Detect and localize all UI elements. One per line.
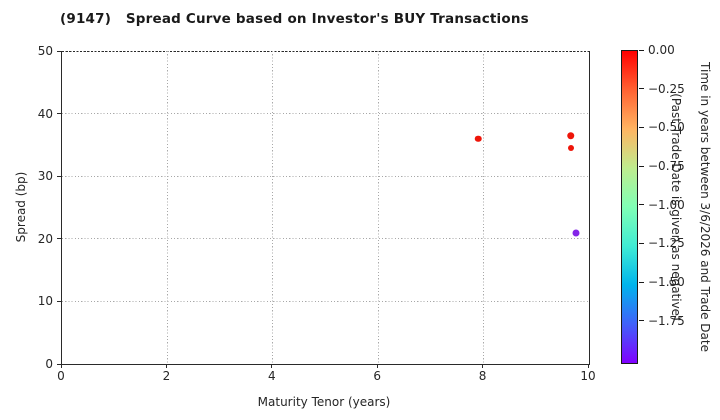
colorbar [621, 50, 638, 364]
y-tick [57, 300, 61, 303]
colorbar-tick [639, 88, 644, 90]
colorbar-tick [639, 281, 644, 283]
y-gridline [62, 113, 589, 115]
y-tick-label: 10 [37, 294, 53, 309]
x-tick [482, 364, 484, 368]
colorbar-tick-label: −1.00 [648, 197, 685, 212]
y-tick-label: 50 [37, 44, 53, 58]
colorbar-tick [639, 126, 644, 129]
colorbar-tick [639, 165, 644, 167]
data-point [566, 131, 575, 140]
x-tick [60, 364, 62, 368]
x-tick [376, 364, 378, 368]
colorbar-tick [639, 204, 644, 206]
x-tick-label: 0 [57, 369, 65, 383]
colorbar-tick [639, 242, 644, 245]
colorbar-tick-label: −1.75 [648, 313, 685, 328]
x-tick [271, 364, 273, 368]
plot-area [61, 51, 590, 365]
x-axis-label: Maturity Tenor (years) [257, 395, 391, 409]
data-point [572, 229, 580, 237]
y-tick [57, 50, 61, 52]
y-tick [57, 363, 61, 365]
colorbar-tick-label: 0.00 [648, 43, 675, 57]
colorbar-tick-label: −1.50 [648, 275, 685, 290]
x-gridline [166, 51, 168, 364]
colorbar-tick [639, 49, 644, 51]
colorbar-tick [639, 320, 644, 322]
colorbar-label-line1: Time in years between 3/6/2026 and Trade… [698, 62, 712, 352]
x-gridline [377, 51, 379, 364]
data-point [567, 145, 574, 152]
y-tick [57, 175, 61, 177]
colorbar-tick-label: −0.75 [648, 159, 685, 173]
y-tick-label: 20 [37, 231, 53, 246]
y-tick-label: 0 [45, 357, 53, 371]
x-gridline [272, 51, 274, 364]
y-tick-label: 30 [37, 169, 53, 184]
x-tick-label: 4 [267, 369, 276, 383]
x-tick-label: 8 [478, 369, 487, 383]
top-spine [62, 51, 589, 53]
colorbar-tick-label: −0.50 [648, 120, 685, 135]
colorbar-tick-label: −1.25 [648, 236, 685, 251]
x-tick-label: 2 [162, 369, 171, 383]
y-tick-label: 40 [37, 106, 53, 121]
y-gridline [62, 175, 589, 177]
chart-title: (9147) Spread Curve based on Investor's … [60, 11, 529, 27]
y-tick [57, 238, 61, 240]
x-gridline [483, 51, 485, 364]
y-tick [57, 113, 61, 115]
x-tick-label: 10 [580, 369, 596, 383]
y-gridline [62, 300, 589, 302]
data-point [475, 135, 482, 142]
colorbar-tick-label: −0.25 [648, 81, 685, 96]
y-gridline [62, 238, 589, 240]
x-tick-label: 6 [373, 369, 382, 383]
x-tick [587, 364, 589, 368]
x-tick [165, 364, 168, 368]
